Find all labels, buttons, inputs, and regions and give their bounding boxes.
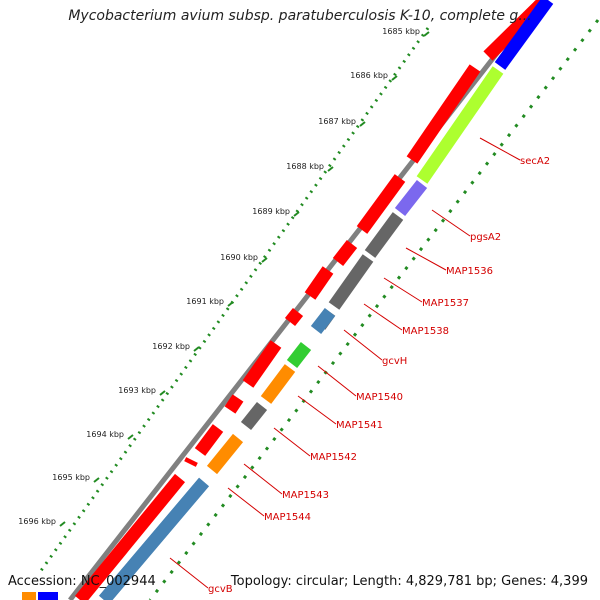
kbp-tick-label: 1692 kbp <box>152 342 190 351</box>
gene-callout-line <box>169 557 209 589</box>
forward-cds-track <box>74 0 550 600</box>
kbp-tick-mark <box>227 301 234 307</box>
kbp-tick-label: 1685 kbp <box>382 27 420 36</box>
gene-label-gcvb: gcvB <box>208 584 233 595</box>
kbp-tick-mark <box>359 121 366 127</box>
kbp-tick-mark <box>293 211 300 217</box>
forward-cds-arrow <box>356 174 406 234</box>
forward-cds-arrow <box>304 266 334 300</box>
kbp-tick-mark <box>59 521 66 527</box>
reverse-cds-box <box>494 0 554 70</box>
gene-label-map1536: MAP1536 <box>446 266 493 277</box>
kbp-tick-label: 1695 kbp <box>52 473 90 482</box>
gene-label-map1541: MAP1541 <box>336 420 383 431</box>
kbp-tick-mark <box>391 75 398 81</box>
reverse-cds-box-map1542 <box>240 401 268 431</box>
topology-text: Topology: circular; Length: 4,829,781 bp… <box>230 574 588 589</box>
gene-callout-line <box>317 365 357 397</box>
gene-label-pgsa2: pgsA2 <box>470 232 501 243</box>
reverse-cds-box-map1540 <box>286 342 312 368</box>
forward-cds-arrow <box>224 394 244 414</box>
gene-label-seca2: secA2 <box>520 156 550 167</box>
kbp-tick-label: 1694 kbp <box>86 430 124 439</box>
outer-dotted-ring <box>38 27 430 573</box>
accession-text: Accession: NC_002944 <box>8 574 156 589</box>
gene-callout-line <box>479 137 521 161</box>
forward-cds-arrow <box>184 457 198 467</box>
gene-label-map1538: MAP1538 <box>402 326 449 337</box>
gene-callout-line <box>227 487 265 517</box>
gene-label-map1540: MAP1540 <box>356 392 403 403</box>
reverse-cds-box-pgsa2 <box>394 179 428 217</box>
gene-labels: secA2 pgsA2 MAP1536 MAP1537 MAP1538 gcvH MAP15… <box>169 137 550 595</box>
kbp-tick-label: 1686 kbp <box>350 71 388 80</box>
gene-callout-line <box>243 463 283 495</box>
corner-cds-block <box>22 592 36 600</box>
reverse-cds-box-gcvb <box>99 477 209 600</box>
kbp-tick-mark <box>193 346 200 352</box>
kbp-tick-mark <box>327 166 334 172</box>
forward-cds-arrow <box>284 307 304 327</box>
kbp-tick-mark <box>423 31 430 37</box>
kbp-tick-label: 1690 kbp <box>220 253 258 262</box>
kbp-tick-mark <box>159 390 166 396</box>
gene-label-map1537: MAP1537 <box>422 298 469 309</box>
kbp-tick-label: 1687 kbp <box>318 117 356 126</box>
reverse-cds-track <box>22 0 554 600</box>
gene-label-map1543: MAP1543 <box>282 490 329 501</box>
forward-cds-arrow <box>74 473 186 600</box>
forward-cds-arrow <box>332 240 358 266</box>
gene-callout-line <box>383 277 423 303</box>
inner-dotted-ring <box>148 19 600 600</box>
kbp-tick-label: 1689 kbp <box>252 207 290 216</box>
gene-callout-line <box>431 209 471 237</box>
kbp-tick-mark <box>261 257 268 263</box>
corner-cds-block <box>38 592 58 600</box>
gene-label-gcvh: gcvH <box>382 356 407 367</box>
forward-cds-arrow <box>194 424 224 456</box>
kbp-tick-label: 1688 kbp <box>286 162 324 171</box>
gene-callout-line <box>343 329 383 361</box>
map-title: Mycobacterium avium subsp. paratuberculo… <box>68 8 532 24</box>
gene-callout-line <box>297 395 337 425</box>
forward-cds-arrow <box>242 340 282 388</box>
kbp-tick-label: 1693 kbp <box>118 386 156 395</box>
forward-cds-arrow <box>406 64 481 164</box>
kbp-ticks: 1685 kbp 1686 kbp 1687 kbp 1688 kbp 1689 kbp… <box>18 27 430 527</box>
reverse-cds-box-gcvh <box>310 308 336 334</box>
gene-label-map1542: MAP1542 <box>310 452 357 463</box>
gene-callout-line <box>405 247 447 271</box>
reverse-cds-box-map1543 <box>206 433 244 475</box>
reverse-cds-box-map1537 <box>328 254 374 310</box>
kbp-tick-mark <box>127 434 134 440</box>
kbp-tick-label: 1696 kbp <box>18 517 56 526</box>
reverse-cds-box-map1536 <box>364 212 404 258</box>
gene-callout-line <box>273 427 311 457</box>
gene-label-map1544: MAP1544 <box>264 512 311 523</box>
reverse-cds-box-seca2 <box>416 66 504 184</box>
reverse-cds-box-map1541 <box>260 364 296 404</box>
gene-callout-line <box>363 303 403 331</box>
kbp-tick-mark <box>93 477 100 483</box>
kbp-tick-label: 1691 kbp <box>186 297 224 306</box>
